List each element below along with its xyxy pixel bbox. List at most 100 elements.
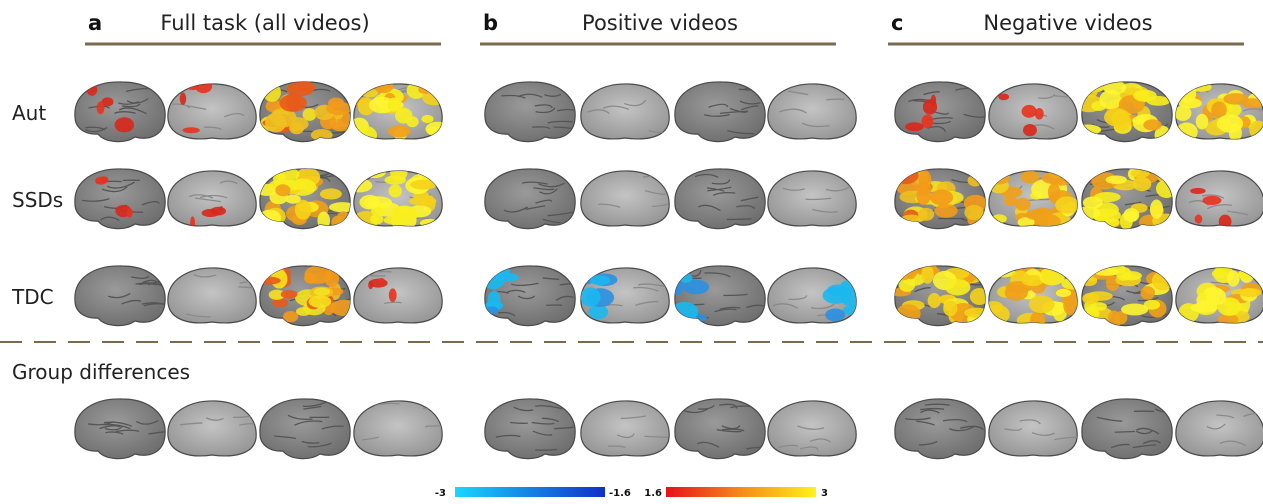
brain bbox=[254, 262, 358, 325]
activation bbox=[387, 98, 400, 112]
activation bbox=[892, 167, 918, 184]
brain bbox=[895, 399, 985, 459]
activation bbox=[588, 305, 608, 319]
brain bbox=[168, 268, 268, 323]
activation bbox=[328, 97, 344, 108]
brain bbox=[482, 265, 579, 325]
brain bbox=[987, 168, 1079, 232]
activation bbox=[309, 296, 332, 308]
activation bbox=[992, 214, 1007, 223]
brain bbox=[768, 171, 856, 226]
activation bbox=[1094, 268, 1120, 276]
activation bbox=[934, 204, 957, 218]
activation bbox=[1140, 286, 1155, 300]
brain bbox=[892, 166, 988, 229]
activation bbox=[263, 83, 281, 102]
row-label: Aut bbox=[12, 101, 46, 125]
activation bbox=[331, 300, 358, 316]
brain bbox=[347, 164, 447, 230]
activation bbox=[388, 125, 411, 137]
activation bbox=[314, 288, 330, 296]
colorbar-label: -1.6 bbox=[609, 488, 631, 499]
activation bbox=[970, 288, 989, 305]
brain bbox=[671, 265, 768, 326]
activation bbox=[1202, 196, 1221, 205]
activation bbox=[1133, 90, 1157, 102]
activation bbox=[426, 122, 450, 137]
panel-title: Full task (all videos) bbox=[160, 11, 369, 35]
activation bbox=[918, 208, 934, 221]
activation bbox=[1227, 270, 1240, 286]
brain bbox=[347, 80, 449, 145]
activation bbox=[329, 202, 356, 212]
activation bbox=[389, 184, 402, 197]
activation bbox=[285, 195, 301, 204]
brain-surface bbox=[260, 399, 350, 459]
activation bbox=[97, 101, 105, 114]
activation bbox=[374, 80, 394, 93]
colorbar-negative bbox=[455, 487, 605, 497]
activation bbox=[1150, 200, 1163, 219]
brain bbox=[989, 84, 1077, 139]
activation bbox=[1055, 196, 1079, 213]
activation bbox=[923, 99, 937, 114]
brain bbox=[1074, 80, 1176, 144]
brain bbox=[168, 401, 264, 456]
activation bbox=[1036, 214, 1061, 228]
activation bbox=[964, 308, 989, 318]
brain-surface bbox=[485, 169, 575, 229]
activation bbox=[1022, 105, 1037, 118]
sulcus bbox=[727, 219, 752, 220]
brain-surface bbox=[895, 399, 985, 459]
activation bbox=[1075, 207, 1101, 220]
activation bbox=[378, 278, 385, 283]
activation bbox=[410, 180, 437, 190]
activation bbox=[297, 82, 315, 92]
brain bbox=[983, 267, 1083, 329]
activation bbox=[825, 309, 845, 322]
activation bbox=[1176, 123, 1198, 142]
activation bbox=[1131, 169, 1150, 178]
colorbar-label: 3 bbox=[821, 488, 828, 499]
activation bbox=[1015, 198, 1031, 211]
activation bbox=[320, 188, 342, 199]
brain bbox=[168, 171, 256, 230]
brain bbox=[485, 169, 575, 229]
activation bbox=[384, 175, 406, 184]
brain bbox=[1082, 399, 1182, 459]
sulcus bbox=[826, 99, 844, 100]
brain-surface bbox=[75, 266, 165, 326]
activation bbox=[896, 304, 921, 323]
activation bbox=[1061, 278, 1083, 290]
activation bbox=[1084, 81, 1098, 98]
activation bbox=[1121, 304, 1148, 316]
sulcus bbox=[535, 449, 557, 450]
panel-title: Positive videos bbox=[582, 11, 738, 35]
activation bbox=[281, 290, 298, 299]
brain bbox=[256, 167, 355, 229]
brain-surface bbox=[168, 401, 256, 456]
panel-letter: b bbox=[483, 11, 498, 35]
sulcus bbox=[423, 271, 447, 272]
activation bbox=[1029, 295, 1054, 313]
activation bbox=[303, 108, 317, 121]
brain-surface bbox=[354, 268, 442, 323]
brain-surface bbox=[989, 401, 1077, 456]
brain bbox=[260, 399, 350, 459]
activation bbox=[1217, 114, 1243, 132]
brain bbox=[354, 268, 447, 323]
activation bbox=[1239, 288, 1262, 297]
activation bbox=[1030, 311, 1045, 329]
activation bbox=[930, 190, 953, 206]
brain bbox=[581, 401, 669, 456]
brain-surface bbox=[485, 82, 575, 142]
activation bbox=[115, 117, 134, 132]
activation bbox=[921, 265, 933, 284]
activation bbox=[1252, 267, 1263, 279]
activation bbox=[1143, 119, 1161, 130]
activation bbox=[180, 93, 186, 105]
brain bbox=[75, 266, 167, 326]
activation bbox=[1081, 276, 1097, 286]
brain-surface bbox=[768, 171, 856, 226]
brain bbox=[1176, 265, 1263, 325]
